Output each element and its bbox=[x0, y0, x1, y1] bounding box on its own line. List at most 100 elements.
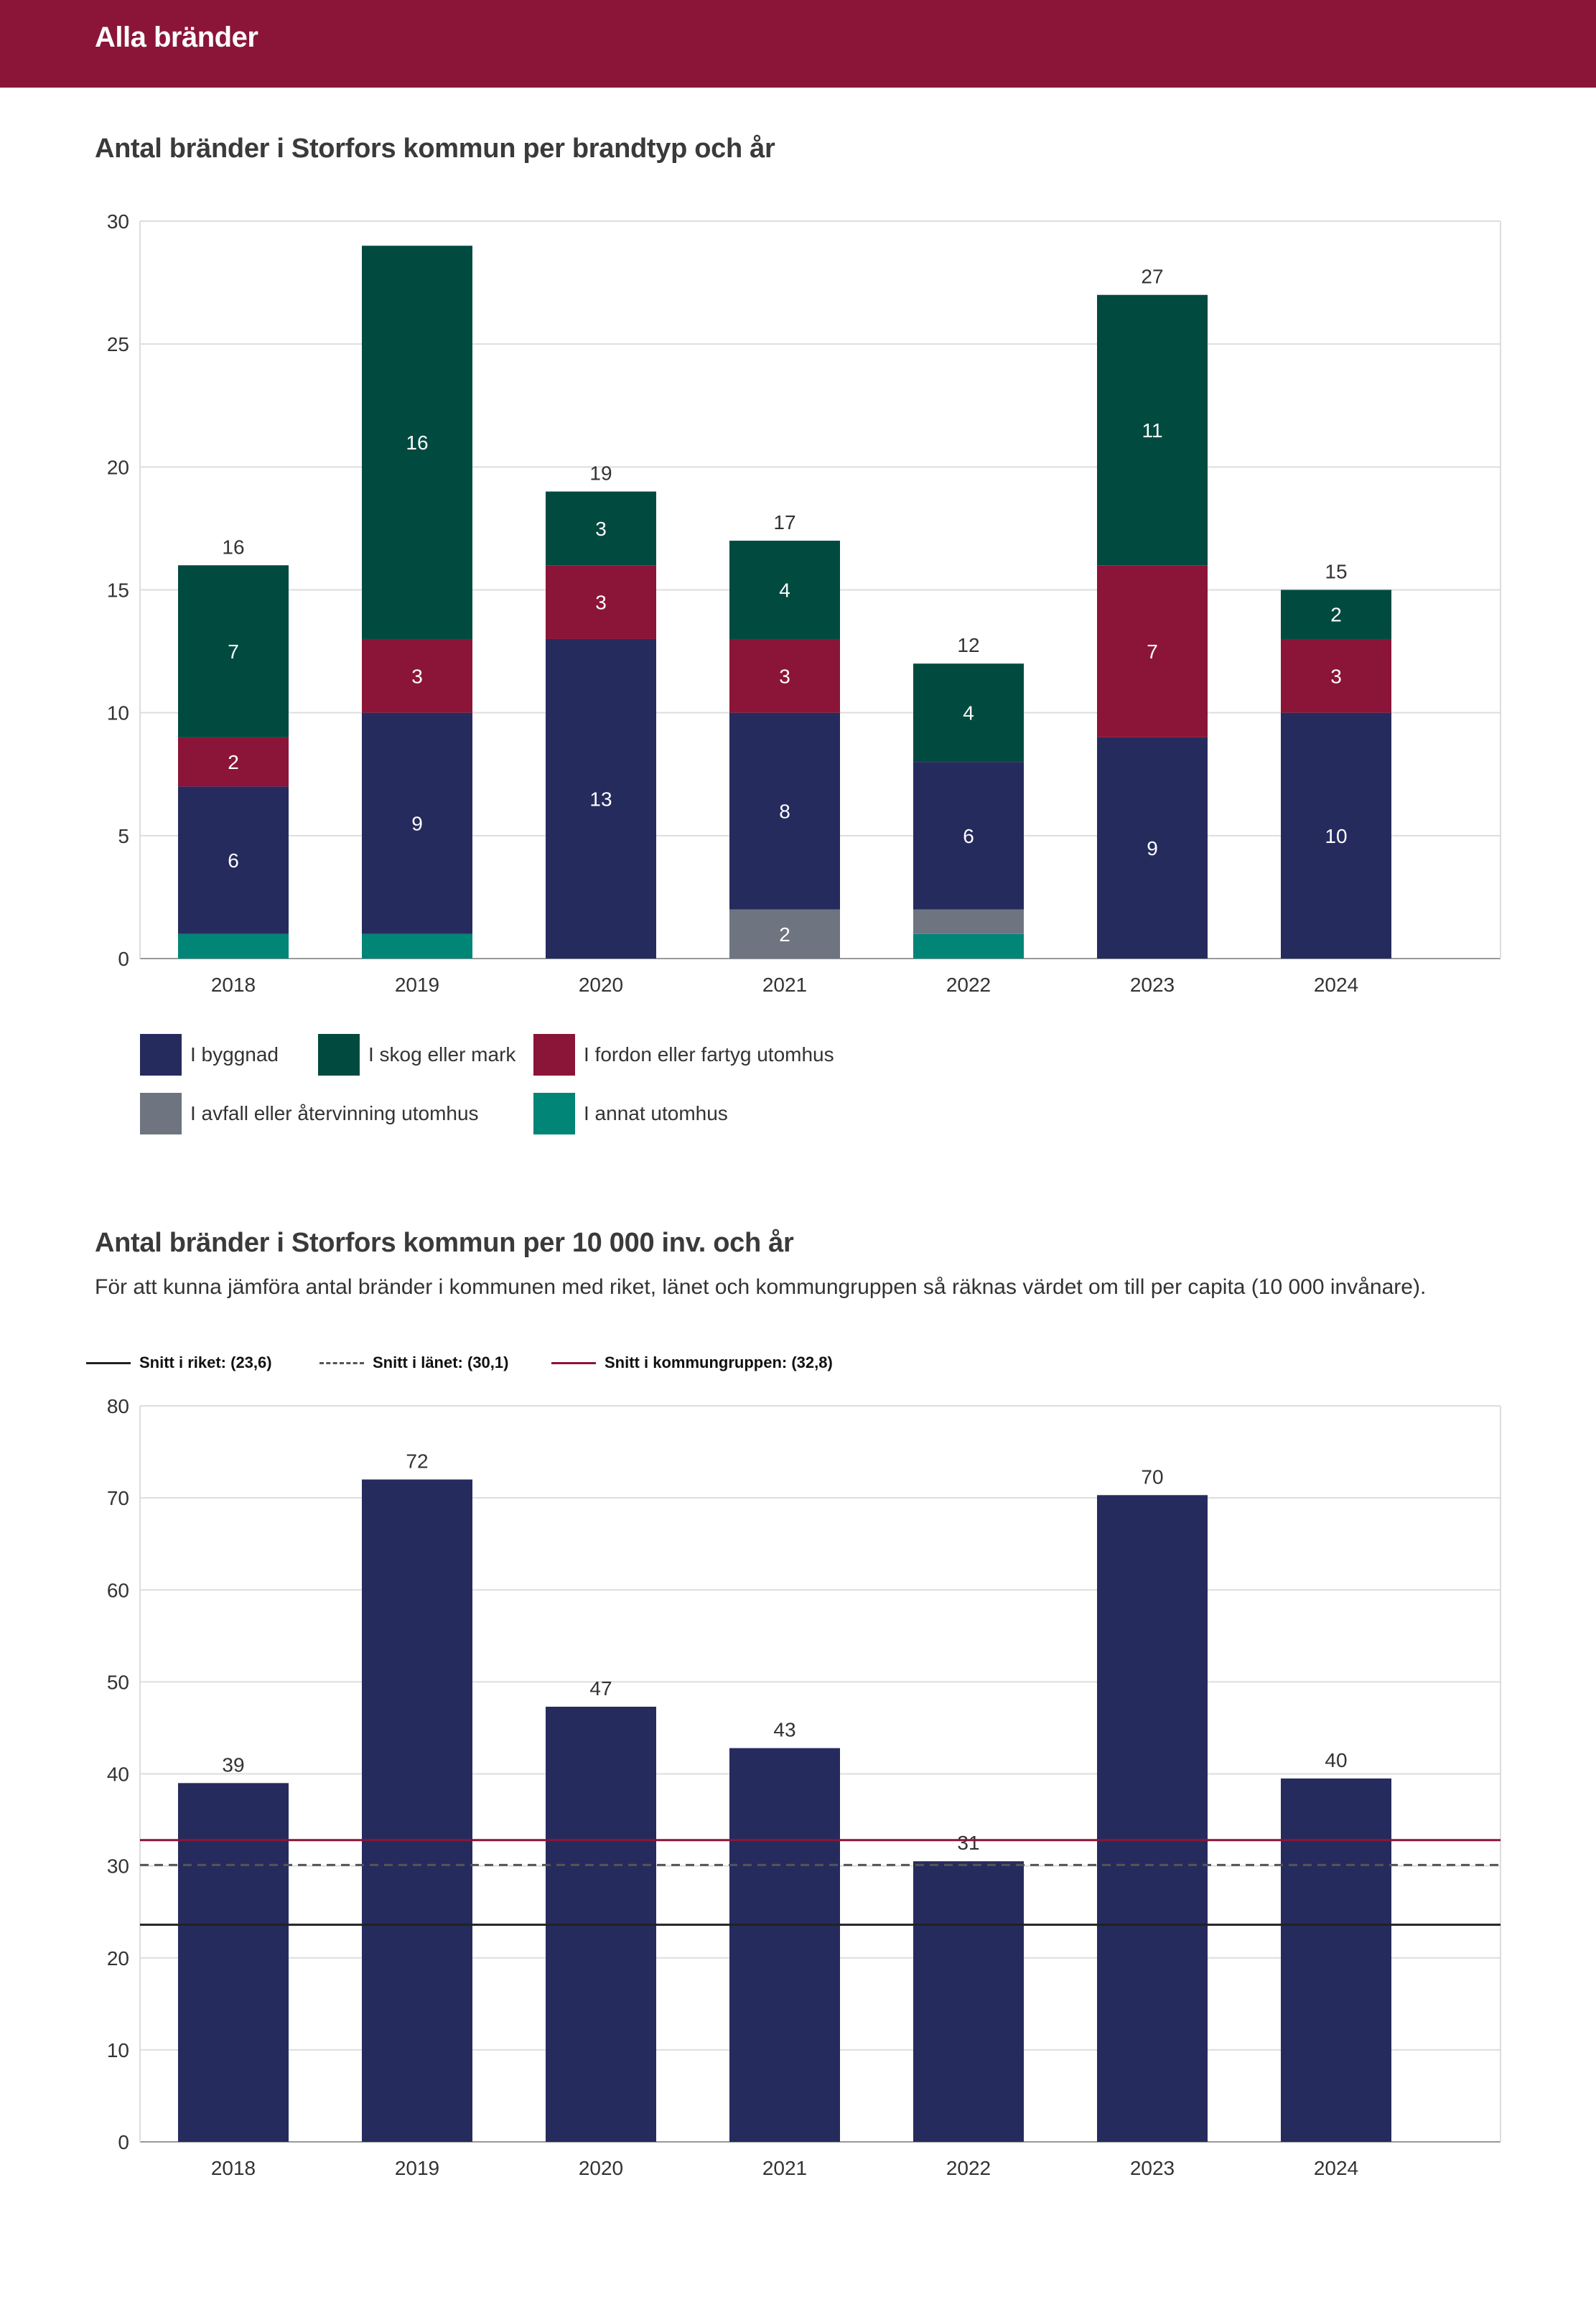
pc-value-label-2024: 40 bbox=[1325, 1749, 1347, 1771]
pc-value-label-2020: 47 bbox=[589, 1677, 612, 1700]
segment-label-byggnad-2020: 13 bbox=[589, 788, 612, 810]
segment-label-skog-2022: 4 bbox=[963, 702, 974, 724]
percapita-chart-subtitle: För att kunna jämföra antal bränder i ko… bbox=[95, 1275, 1427, 1299]
y-tick-label-5: 5 bbox=[118, 825, 129, 847]
bar-segment-byggnad-2024 bbox=[1281, 712, 1391, 959]
total-label-2022: 12 bbox=[957, 634, 979, 656]
legend-label-avfall: I avfall eller återvinning utomhus bbox=[190, 1102, 479, 1124]
total-label-2018: 16 bbox=[222, 536, 244, 558]
pc-y-tick-label-40: 40 bbox=[107, 1763, 129, 1786]
pc-bar-2018 bbox=[178, 1783, 289, 2142]
bar-segment-skog-2023 bbox=[1097, 294, 1208, 566]
pc-bar-2024 bbox=[1281, 1778, 1391, 2142]
segment-label-fordon-2021: 3 bbox=[779, 665, 790, 687]
bar-segment-fordon-2023 bbox=[1097, 565, 1208, 737]
legend-swatch-annat bbox=[533, 1093, 575, 1134]
total-label-2020: 19 bbox=[589, 462, 612, 485]
x-tick-label-2019: 2019 bbox=[395, 974, 439, 996]
legend-label-skog: I skog eller mark bbox=[368, 1043, 516, 1066]
pc-y-tick-label-50: 50 bbox=[107, 1671, 129, 1693]
legend-swatch-skog bbox=[318, 1034, 360, 1076]
bar-segment-fordon-2020 bbox=[546, 565, 656, 639]
pc-y-tick-label-0: 0 bbox=[118, 2131, 129, 2153]
stacked-chart-legend: I byggnad I skog eller mark I fordon ell… bbox=[140, 1034, 1073, 1163]
ref-legend-kommungrupp: Snitt i kommungruppen: (32,8) bbox=[551, 1348, 833, 1377]
bar-segment-avfall-2021 bbox=[729, 909, 840, 959]
segment-label-fordon-2018: 2 bbox=[228, 751, 239, 773]
legend-label-annat: I annat utomhus bbox=[584, 1102, 728, 1124]
segment-label-fordon-2023: 7 bbox=[1147, 640, 1158, 663]
ref-line-sample-riket bbox=[86, 1361, 131, 1364]
legend-swatch-fordon bbox=[533, 1034, 575, 1076]
x-tick-label-2018: 2018 bbox=[211, 974, 256, 996]
ref-legend-riket: Snitt i riket: (23,6) bbox=[86, 1348, 272, 1377]
bar-segment-annat-2019 bbox=[362, 933, 472, 959]
header-band bbox=[0, 0, 1596, 88]
segment-label-skog-2023: 11 bbox=[1142, 419, 1162, 442]
x-tick-label-2023: 2023 bbox=[1130, 974, 1175, 996]
segment-label-byggnad-2022: 6 bbox=[963, 825, 974, 847]
segment-label-avfall-2021: 2 bbox=[779, 923, 790, 946]
y-tick-label-20: 20 bbox=[107, 456, 129, 478]
bar-segment-byggnad-2022 bbox=[913, 762, 1024, 910]
bar-segment-skog-2018 bbox=[178, 565, 289, 737]
page-title: Alla bränder bbox=[95, 22, 258, 53]
bar-segment-skog-2022 bbox=[913, 663, 1024, 763]
pc-y-tick-label-10: 10 bbox=[107, 2039, 129, 2061]
pc-x-tick-label-2018: 2018 bbox=[211, 2157, 256, 2179]
bar-segment-fordon-2024 bbox=[1281, 638, 1391, 713]
segment-label-fordon-2019: 3 bbox=[411, 665, 423, 687]
bar-segment-byggnad-2021 bbox=[729, 712, 840, 910]
pc-value-label-2018: 39 bbox=[222, 1753, 244, 1776]
bar-segment-annat-2018 bbox=[178, 933, 289, 959]
segment-label-skog-2018: 7 bbox=[228, 640, 239, 663]
pc-y-tick-label-20: 20 bbox=[107, 1947, 129, 1970]
segment-label-skog-2021: 4 bbox=[779, 579, 790, 602]
pc-x-tick-label-2022: 2022 bbox=[946, 2157, 991, 2179]
pc-bar-2022 bbox=[913, 1861, 1024, 2142]
segment-label-fordon-2020: 3 bbox=[595, 592, 607, 614]
x-tick-label-2021: 2021 bbox=[762, 974, 807, 996]
pc-y-tick-label-60: 60 bbox=[107, 1579, 129, 1601]
bar-segment-skog-2020 bbox=[546, 491, 656, 566]
legend-item-fordon: I fordon eller fartyg utomhus bbox=[533, 1034, 834, 1076]
legend-label-fordon: I fordon eller fartyg utomhus bbox=[584, 1043, 834, 1066]
percapita-chart-title: Antal bränder i Storfors kommun per 10 0… bbox=[95, 1228, 794, 1258]
segment-label-byggnad-2023: 9 bbox=[1147, 837, 1158, 859]
pc-x-tick-label-2024: 2024 bbox=[1314, 2157, 1358, 2179]
ref-label-lanet: Snitt i länet: (30,1) bbox=[373, 1353, 509, 1371]
pc-x-tick-label-2023: 2023 bbox=[1130, 2157, 1175, 2179]
segment-label-byggnad-2024: 10 bbox=[1325, 825, 1347, 847]
legend-swatch-avfall bbox=[140, 1093, 182, 1134]
stacked-bar-chart: 0510152025306271620189316201913331920202… bbox=[107, 210, 1501, 996]
pc-bar-2021 bbox=[729, 1748, 840, 2142]
y-tick-label-15: 15 bbox=[107, 579, 129, 602]
bar-segment-fordon-2019 bbox=[362, 638, 472, 713]
y-tick-label-0: 0 bbox=[118, 948, 129, 970]
pc-y-tick-label-80: 80 bbox=[107, 1395, 129, 1417]
bar-segment-skog-2021 bbox=[729, 541, 840, 639]
y-tick-label-30: 30 bbox=[107, 210, 129, 233]
bar-segment-byggnad-2020 bbox=[546, 638, 656, 959]
reference-lines-legend: Snitt i riket: (23,6) Snitt i länet: (30… bbox=[86, 1348, 1091, 1377]
pc-bar-2019 bbox=[362, 1479, 472, 2142]
segment-label-skog-2020: 3 bbox=[595, 518, 607, 540]
segment-label-fordon-2024: 3 bbox=[1330, 665, 1342, 687]
pc-value-label-2021: 43 bbox=[773, 1719, 795, 1741]
legend-swatch-byggnad bbox=[140, 1034, 182, 1076]
x-tick-label-2022: 2022 bbox=[946, 974, 991, 996]
bar-segment-avfall-2022 bbox=[913, 909, 1024, 934]
pc-value-label-2023: 70 bbox=[1141, 1465, 1163, 1488]
bar-segment-byggnad-2023 bbox=[1097, 737, 1208, 959]
segment-label-skog-2024: 2 bbox=[1330, 604, 1342, 626]
bar-segment-skog-2019 bbox=[362, 246, 472, 639]
ref-label-riket: Snitt i riket: (23,6) bbox=[139, 1353, 272, 1371]
y-tick-label-25: 25 bbox=[107, 333, 129, 355]
total-label-2023: 27 bbox=[1141, 266, 1163, 288]
legend-item-annat: I annat utomhus bbox=[533, 1093, 728, 1134]
legend-item-skog: I skog eller mark bbox=[318, 1034, 515, 1076]
pc-bar-2023 bbox=[1097, 1495, 1208, 2142]
total-label-2024: 15 bbox=[1325, 561, 1347, 583]
pc-value-label-2019: 72 bbox=[406, 1450, 428, 1473]
